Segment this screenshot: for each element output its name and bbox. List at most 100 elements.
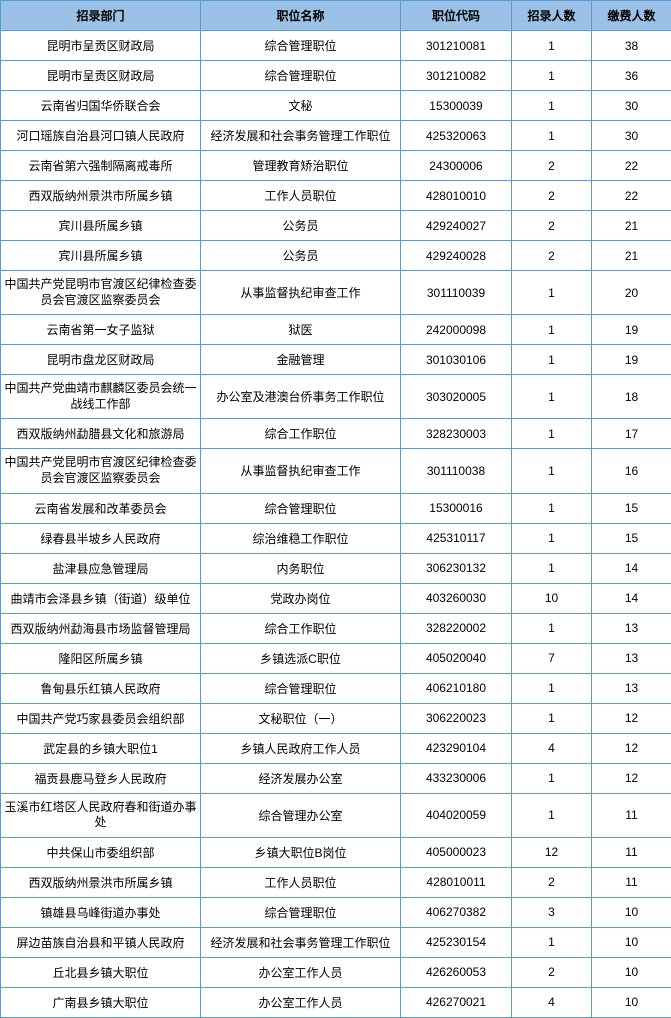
table-cell: 13	[592, 673, 671, 703]
table-cell: 管理教育矫治职位	[201, 151, 401, 181]
table-cell: 镇雄县乌峰街道办事处	[1, 897, 201, 927]
table-row: 中共保山市委组织部乡镇大职位B岗位4050000231211	[1, 837, 671, 867]
table-cell: 丘北县乡镇大职位	[1, 957, 201, 987]
table-cell: 1	[512, 793, 592, 837]
table-row: 绿春县半坡乡人民政府综治维稳工作职位425310117115	[1, 523, 671, 553]
table-cell: 福贡县鹿马登乡人民政府	[1, 763, 201, 793]
table-cell: 4	[512, 987, 592, 1017]
table-cell: 云南省第一女子监狱	[1, 315, 201, 345]
table-row: 隆阳区所属乡镇乡镇选派C职位405020040713	[1, 643, 671, 673]
table-cell: 404020059	[401, 793, 512, 837]
table-cell: 1	[512, 673, 592, 703]
table-cell: 1	[512, 375, 592, 419]
table-cell: 1	[512, 91, 592, 121]
table-cell: 公务员	[201, 211, 401, 241]
table-cell: 425310117	[401, 523, 512, 553]
table-cell: 1	[512, 61, 592, 91]
table-row: 宾川县所属乡镇公务员429240028221	[1, 241, 671, 271]
table-cell: 从事监督执纪审查工作	[201, 271, 401, 315]
table-cell: 1	[512, 553, 592, 583]
table-cell: 38	[592, 31, 671, 61]
table-cell: 昆明市盘龙区财政局	[1, 345, 201, 375]
table-cell: 10	[592, 897, 671, 927]
table-cell: 综合管理职位	[201, 897, 401, 927]
table-cell: 19	[592, 315, 671, 345]
table-cell: 328230003	[401, 419, 512, 449]
table-cell: 328220002	[401, 613, 512, 643]
table-cell: 西双版纳州勐海县市场监督管理局	[1, 613, 201, 643]
table-cell: 11	[592, 793, 671, 837]
table-cell: 西双版纳州景洪市所属乡镇	[1, 181, 201, 211]
table-cell: 狱医	[201, 315, 401, 345]
table-cell: 西双版纳州勐腊县文化和旅游局	[1, 419, 201, 449]
table-cell: 301030106	[401, 345, 512, 375]
table-cell: 405020040	[401, 643, 512, 673]
table-cell: 405000023	[401, 837, 512, 867]
table-cell: 办公室及港澳台侨事务工作职位	[201, 375, 401, 419]
table-cell: 21	[592, 241, 671, 271]
table-cell: 406270382	[401, 897, 512, 927]
table-cell: 中共保山市委组织部	[1, 837, 201, 867]
table-cell: 11	[592, 837, 671, 867]
table-cell: 3	[512, 897, 592, 927]
table-cell: 玉溪市红塔区人民政府春和街道办事处	[1, 793, 201, 837]
table-row: 广南县乡镇大职位办公室工作人员426270021410	[1, 987, 671, 1017]
table-cell: 425320063	[401, 121, 512, 151]
table-cell: 中国共产党昆明市官渡区纪律检查委员会官渡区监察委员会	[1, 449, 201, 493]
table-cell: 2	[512, 151, 592, 181]
table-row: 屏边苗族自治县和平镇人民政府经济发展和社会事务管理工作职位42523015411…	[1, 927, 671, 957]
table-cell: 西双版纳州景洪市所属乡镇	[1, 867, 201, 897]
table-body: 昆明市呈贡区财政局综合管理职位301210081138昆明市呈贡区财政局综合管理…	[1, 31, 671, 1018]
table-cell: 乡镇人民政府工作人员	[201, 733, 401, 763]
table-cell: 12	[592, 703, 671, 733]
table-cell: 15300039	[401, 91, 512, 121]
table-cell: 423290104	[401, 733, 512, 763]
table-row: 镇雄县乌峰街道办事处综合管理职位406270382310	[1, 897, 671, 927]
table-row: 西双版纳州勐海县市场监督管理局综合工作职位328220002113	[1, 613, 671, 643]
table-cell: 广南县乡镇大职位	[1, 987, 201, 1017]
table-cell: 文秘职位（一）	[201, 703, 401, 733]
table-cell: 云南省发展和改革委员会	[1, 493, 201, 523]
table-cell: 综合管理职位	[201, 61, 401, 91]
table-row: 盐津县应急管理局内务职位306230132114	[1, 553, 671, 583]
table-cell: 301110039	[401, 271, 512, 315]
table-cell: 12	[512, 837, 592, 867]
table-row: 西双版纳州勐腊县文化和旅游局综合工作职位328230003117	[1, 419, 671, 449]
table-cell: 19	[592, 345, 671, 375]
table-cell: 12	[592, 763, 671, 793]
table-cell: 429240027	[401, 211, 512, 241]
table-cell: 综合工作职位	[201, 613, 401, 643]
table-cell: 30	[592, 121, 671, 151]
table-cell: 文秘	[201, 91, 401, 121]
table-cell: 426260053	[401, 957, 512, 987]
table-cell: 1	[512, 315, 592, 345]
table-cell: 429240028	[401, 241, 512, 271]
table-cell: 1	[512, 927, 592, 957]
table-row: 玉溪市红塔区人民政府春和街道办事处综合管理办公室404020059111	[1, 793, 671, 837]
table-cell: 乡镇选派C职位	[201, 643, 401, 673]
table-cell: 武定县的乡镇大职位1	[1, 733, 201, 763]
table-cell: 宾川县所属乡镇	[1, 211, 201, 241]
table-cell: 425230154	[401, 927, 512, 957]
table-cell: 昆明市呈贡区财政局	[1, 61, 201, 91]
table-cell: 隆阳区所属乡镇	[1, 643, 201, 673]
table-cell: 1	[512, 703, 592, 733]
table-cell: 河口瑶族自治县河口镇人民政府	[1, 121, 201, 151]
table-cell: 1	[512, 523, 592, 553]
table-cell: 综合管理职位	[201, 673, 401, 703]
table-cell: 办公室工作人员	[201, 987, 401, 1017]
recruitment-table: 招录部门 职位名称 职位代码 招录人数 缴费人数 昆明市呈贡区财政局综合管理职位…	[0, 0, 671, 1018]
table-cell: 综合工作职位	[201, 419, 401, 449]
table-cell: 18	[592, 375, 671, 419]
table-row: 中国共产党昆明市官渡区纪律检查委员会官渡区监察委员会从事监督执纪审查工作3011…	[1, 271, 671, 315]
table-cell: 428010010	[401, 181, 512, 211]
table-cell: 乡镇大职位B岗位	[201, 837, 401, 867]
table-cell: 17	[592, 419, 671, 449]
table-cell: 13	[592, 613, 671, 643]
table-cell: 金融管理	[201, 345, 401, 375]
table-cell: 12	[592, 733, 671, 763]
table-cell: 中国共产党昆明市官渡区纪律检查委员会官渡区监察委员会	[1, 271, 201, 315]
table-cell: 中国共产党巧家县委员会组织部	[1, 703, 201, 733]
table-cell: 426270021	[401, 987, 512, 1017]
col-recruit-count: 招录人数	[512, 1, 592, 31]
